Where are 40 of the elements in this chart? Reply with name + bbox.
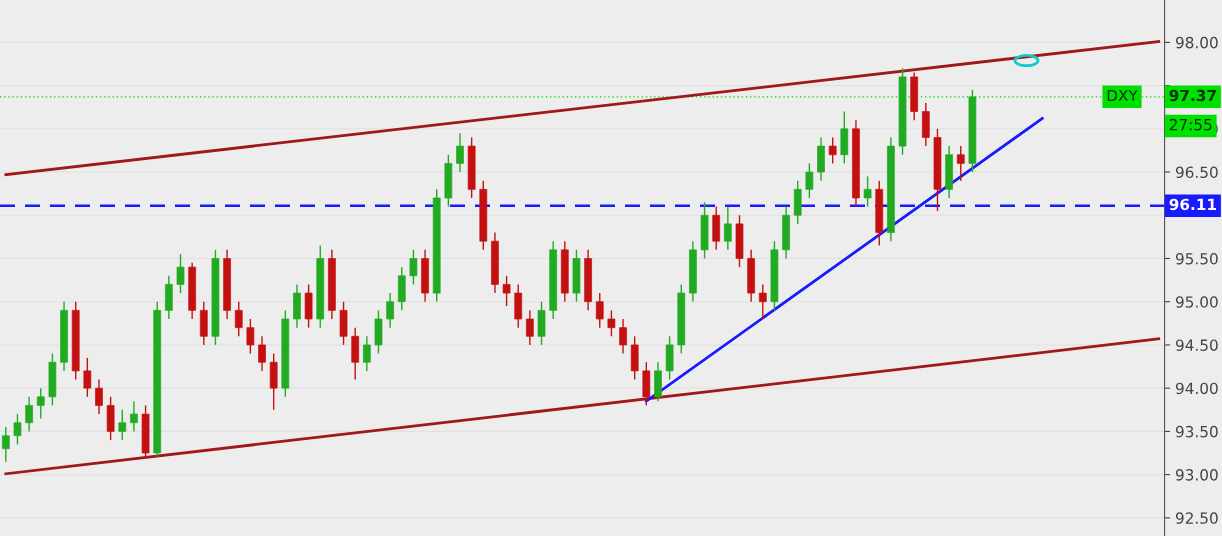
candlestick xyxy=(362,335,371,372)
candlestick xyxy=(176,253,185,294)
y-tick-label: 92.50 xyxy=(1175,512,1218,524)
y-tick-label: 94.50 xyxy=(1175,339,1218,351)
candlestick xyxy=(25,396,33,433)
candlestick xyxy=(95,378,103,415)
candlestick xyxy=(1,426,10,463)
candlestick xyxy=(234,301,243,337)
candlestick xyxy=(619,318,627,355)
candlestick xyxy=(246,318,255,355)
candlestick xyxy=(863,175,872,208)
candlestick xyxy=(386,292,394,329)
candlestick xyxy=(828,136,837,165)
candlestick xyxy=(595,292,604,329)
ref-line-label: 97.37 xyxy=(1169,89,1216,102)
candlestick xyxy=(118,409,127,441)
candlestick xyxy=(36,387,45,420)
y-tick-label: 93.00 xyxy=(1175,469,1218,481)
candlestick xyxy=(758,283,767,320)
annotation: DXY xyxy=(1107,89,1138,102)
candlestick xyxy=(409,249,418,286)
candlestick xyxy=(456,132,464,173)
candlestick xyxy=(83,357,92,398)
candlestick xyxy=(13,413,22,446)
ref-line-label: 96.11 xyxy=(1169,198,1217,211)
candlestick xyxy=(526,309,534,346)
candlestick xyxy=(956,145,965,182)
y-tick-label: 96.50 xyxy=(1175,166,1218,179)
y-tick-label: 95.50 xyxy=(1175,252,1218,265)
y-tick-label: 95.00 xyxy=(1175,296,1218,308)
candlestick xyxy=(130,400,138,433)
candlestick xyxy=(724,205,732,251)
y-tick-label: 98.00 xyxy=(1175,36,1218,49)
candlestick xyxy=(258,335,266,372)
text: 27:55 xyxy=(1169,118,1212,131)
y-tick-label: 94.00 xyxy=(1175,382,1218,395)
y-tick-label: 93.50 xyxy=(1175,425,1218,438)
candlestick xyxy=(805,162,814,199)
candlestick xyxy=(607,309,616,337)
candlestick xyxy=(502,275,511,307)
